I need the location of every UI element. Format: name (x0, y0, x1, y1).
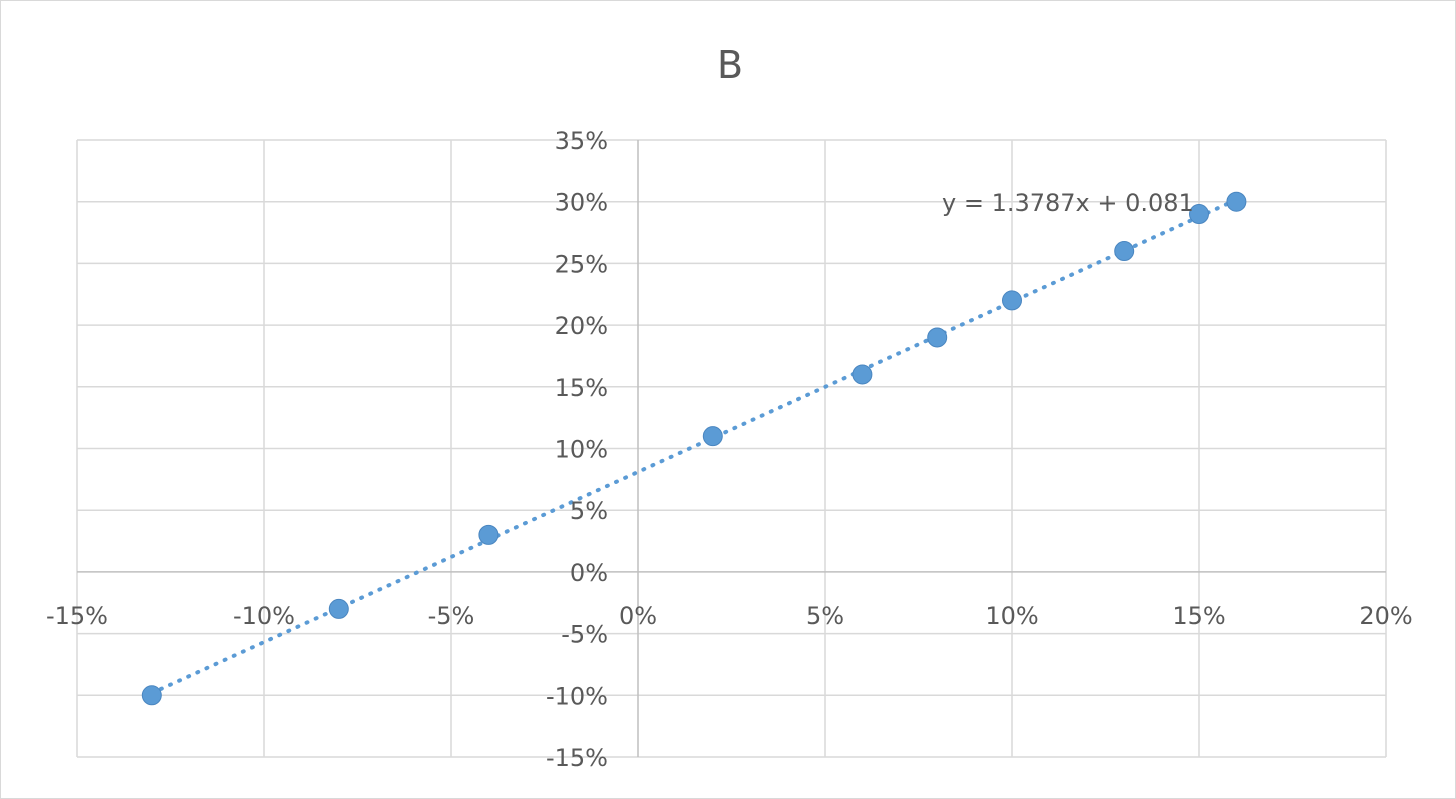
trendline (149, 197, 1239, 696)
y-tick-label: 30% (555, 189, 608, 217)
data-points (141, 191, 1247, 706)
y-tick-label: 35% (555, 127, 608, 155)
y-tick-label: 15% (555, 374, 608, 402)
y-tick-label: -5% (561, 621, 608, 649)
y-tick-label: 10% (555, 436, 608, 464)
y-tick-label: -15% (546, 744, 608, 772)
data-point (478, 524, 499, 545)
x-tick-label: 0% (619, 602, 657, 630)
data-point (1002, 290, 1022, 311)
x-tick-label: 15% (1172, 602, 1225, 630)
data-point (852, 364, 873, 385)
x-tick-label: 20% (1359, 602, 1412, 630)
x-tick-label: 5% (806, 602, 844, 630)
data-point (141, 685, 162, 706)
tick-labels: -15% -10% -5% 0% 5% 10% 15% 20% -15% -10% -5% 0% 5% 1… (46, 127, 1413, 772)
trendline-equation: y = 1.3787x + 0.081 (942, 189, 1194, 217)
y-tick-label: 20% (555, 312, 608, 340)
data-point (1114, 241, 1135, 262)
y-tick-label: -10% (546, 682, 608, 710)
x-tick-label: -10% (233, 602, 295, 630)
y-tick-label: 5% (570, 497, 608, 525)
data-point (1226, 191, 1247, 212)
data-point (1189, 204, 1209, 225)
axes (77, 140, 1386, 757)
data-point (702, 426, 723, 447)
x-tick-label: -15% (46, 602, 108, 630)
x-tick-label: -5% (428, 602, 475, 630)
y-tick-label: 0% (570, 559, 608, 587)
chart-title: B (717, 43, 743, 87)
gridlines (76, 139, 1387, 758)
x-tick-label: 10% (985, 602, 1038, 630)
y-tick-label: 25% (555, 250, 608, 278)
data-point (927, 327, 948, 348)
trendline-group (149, 197, 1239, 696)
data-point (328, 598, 349, 619)
